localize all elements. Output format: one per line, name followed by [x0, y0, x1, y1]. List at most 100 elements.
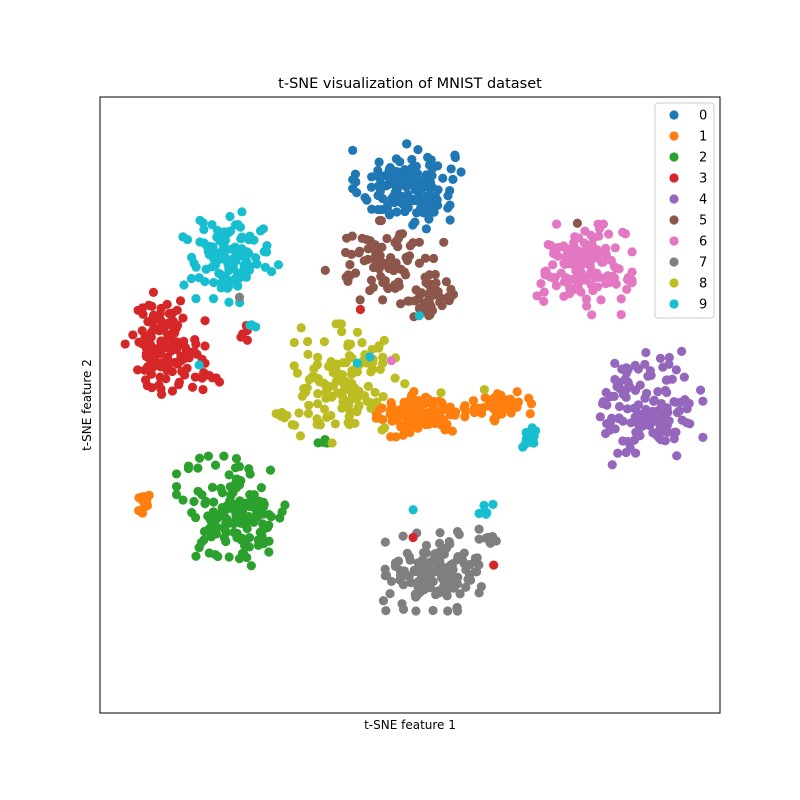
data-point-digit-7 — [386, 576, 397, 587]
data-point-digit-7 — [442, 570, 453, 580]
data-point-digit-8 — [378, 391, 388, 402]
data-point-digit-9 — [186, 273, 196, 284]
data-point-digit-6 — [598, 257, 608, 267]
data-point-digit-7 — [433, 557, 443, 567]
data-point-digit-8 — [354, 400, 364, 411]
data-point-digit-9 — [207, 262, 217, 272]
data-point-digit-4 — [606, 416, 616, 427]
data-point-digit-4 — [607, 460, 617, 470]
data-point-digit-0 — [399, 195, 409, 205]
data-point-digit-2 — [240, 536, 250, 546]
data-point-digit-9 — [238, 266, 248, 276]
data-point-digit-9 — [228, 254, 238, 264]
data-point-digit-2 — [243, 515, 253, 525]
data-point-digit-4 — [622, 368, 632, 378]
data-point-digit-1 — [424, 418, 434, 428]
data-point-digit-0 — [445, 215, 455, 225]
data-point-digit-9 — [178, 232, 188, 242]
data-point-digit-5 — [439, 237, 449, 247]
data-point-digit-3 — [162, 299, 172, 309]
data-point-digit-8 — [322, 412, 332, 422]
data-point-digit-6 — [572, 282, 582, 292]
data-point-digit-8 — [479, 385, 489, 395]
data-point-digit-4 — [649, 395, 659, 405]
data-point-digit-4 — [600, 428, 611, 439]
data-point-digit-2 — [232, 533, 242, 543]
data-point-digit-6 — [601, 243, 611, 253]
data-point-digit-8 — [309, 364, 319, 374]
data-point-digit-4 — [675, 397, 686, 407]
data-point-digit-8 — [343, 339, 353, 349]
data-point-digit-9 — [474, 508, 484, 519]
data-point-digit-3 — [408, 532, 418, 543]
data-point-digit-6 — [556, 268, 566, 278]
legend-marker-1 — [669, 131, 679, 141]
data-point-digit-9 — [212, 225, 223, 236]
data-point-digit-0 — [373, 205, 383, 215]
data-point-digit-5 — [427, 306, 438, 316]
data-point-digit-7 — [398, 580, 408, 590]
legend-marker-0 — [669, 110, 679, 120]
data-point-digit-9 — [211, 249, 221, 259]
data-point-digit-3 — [154, 343, 164, 353]
data-point-digit-3 — [198, 384, 208, 395]
data-point-digit-7 — [474, 524, 484, 534]
legend-marker-4 — [669, 194, 679, 204]
data-point-digit-1 — [436, 397, 446, 407]
data-point-digit-0 — [446, 164, 456, 174]
data-point-digit-9 — [225, 276, 235, 287]
data-point-digit-6 — [587, 267, 597, 277]
series-8 — [271, 319, 410, 448]
data-point-digit-3 — [163, 356, 174, 366]
data-point-digit-0 — [423, 152, 433, 162]
data-point-digit-8 — [290, 420, 300, 430]
data-point-digit-8 — [319, 404, 330, 414]
legend-label-8: 8 — [699, 277, 707, 292]
data-point-digit-7 — [421, 548, 432, 558]
data-point-digit-9 — [207, 220, 217, 230]
data-point-digit-4 — [630, 385, 641, 395]
data-point-digit-0 — [408, 220, 418, 230]
data-point-digit-6 — [565, 251, 575, 261]
data-point-digit-2 — [171, 481, 182, 492]
data-point-digit-2 — [245, 469, 255, 479]
data-point-digit-3 — [211, 373, 221, 383]
data-point-digit-9 — [237, 207, 247, 217]
data-point-digit-4 — [629, 403, 639, 413]
data-point-digit-4 — [662, 387, 672, 398]
data-point-digit-5 — [354, 246, 365, 256]
data-point-digit-7 — [445, 539, 455, 549]
y-axis-label: t-SNE feature 2 — [80, 359, 94, 451]
series-3 — [120, 287, 253, 399]
data-point-digit-2 — [224, 470, 234, 480]
data-point-digit-7 — [452, 603, 462, 613]
data-point-digit-9 — [481, 509, 491, 519]
data-point-digit-1 — [386, 432, 396, 442]
data-point-digit-1 — [429, 396, 439, 407]
data-point-digit-8 — [312, 414, 322, 424]
data-point-digit-3 — [189, 346, 199, 357]
data-point-digit-3 — [167, 308, 178, 318]
data-point-digit-3 — [147, 301, 157, 311]
data-point-digit-3 — [156, 389, 167, 399]
data-point-digit-7 — [428, 605, 438, 616]
data-point-digit-7 — [411, 591, 422, 601]
data-point-digit-1 — [425, 411, 435, 421]
data-point-digit-9 — [224, 297, 234, 307]
data-point-digit-1 — [406, 390, 417, 401]
data-point-digit-9 — [219, 251, 230, 261]
data-point-digit-2 — [195, 453, 205, 463]
data-point-digit-5 — [342, 233, 352, 243]
data-point-digit-9 — [228, 244, 238, 254]
data-point-digit-8 — [330, 419, 340, 429]
data-point-digit-2 — [199, 535, 209, 545]
data-point-digit-6 — [541, 266, 551, 276]
data-point-digit-5 — [346, 249, 357, 259]
data-point-digit-3 — [187, 382, 198, 392]
data-point-digit-4 — [613, 448, 623, 458]
data-point-digit-0 — [448, 174, 458, 184]
series-7 — [378, 524, 501, 616]
data-point-digit-6 — [579, 238, 589, 248]
data-point-digit-0 — [374, 157, 384, 167]
